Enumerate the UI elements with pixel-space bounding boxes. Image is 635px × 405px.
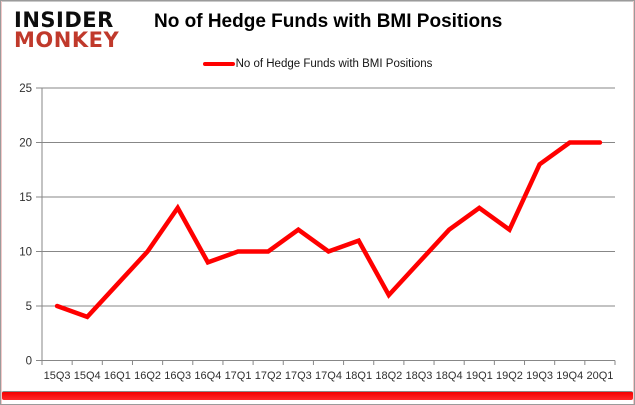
x-tick-label: 19Q3 bbox=[526, 370, 553, 382]
insider-monkey-logo: INSIDER MONKEY bbox=[14, 7, 120, 53]
chart-title: No of Hedge Funds with BMI Positions bbox=[154, 11, 503, 32]
x-tick-label: 17Q4 bbox=[315, 370, 342, 382]
y-tick-label: 5 bbox=[26, 301, 32, 313]
logo-text-insider: INSIDER bbox=[14, 7, 114, 33]
chart-legend: No of Hedge Funds with BMI Positions bbox=[1, 58, 634, 70]
x-tick-label: 16Q1 bbox=[104, 370, 131, 382]
y-tick-label: 0 bbox=[26, 356, 32, 368]
x-tick-label: 16Q4 bbox=[194, 370, 221, 382]
x-tick-label: 19Q2 bbox=[496, 370, 523, 382]
x-tick-label: 15Q4 bbox=[74, 370, 101, 382]
logo-text-monkey: MONKEY bbox=[14, 27, 120, 53]
bottom-accent-bar bbox=[2, 391, 633, 400]
x-tick-label: 18Q2 bbox=[375, 370, 402, 382]
y-tick-label: 10 bbox=[19, 247, 32, 259]
y-tick-label: 20 bbox=[19, 138, 32, 150]
y-tick-label: 25 bbox=[19, 83, 32, 95]
x-tick-label: 19Q1 bbox=[466, 370, 493, 382]
x-tick-label: 18Q3 bbox=[406, 370, 433, 382]
x-tick-label: 19Q4 bbox=[556, 370, 583, 382]
x-tick-label: 20Q1 bbox=[586, 370, 613, 382]
x-tick-label: 18Q4 bbox=[436, 370, 463, 382]
x-tick-label: 18Q1 bbox=[345, 370, 372, 382]
legend-line-marker-icon bbox=[202, 62, 235, 66]
x-tick-label: 15Q3 bbox=[44, 370, 71, 382]
x-tick-label: 16Q3 bbox=[164, 370, 191, 382]
x-tick-label: 17Q2 bbox=[255, 370, 282, 382]
series-line bbox=[54, 140, 603, 320]
x-tick-label: 17Q1 bbox=[225, 370, 252, 382]
x-tick-label: 16Q2 bbox=[134, 370, 161, 382]
x-tick-label: 17Q3 bbox=[285, 370, 312, 382]
y-tick-label: 15 bbox=[19, 192, 32, 204]
legend-label: No of Hedge Funds with BMI Positions bbox=[235, 58, 433, 70]
